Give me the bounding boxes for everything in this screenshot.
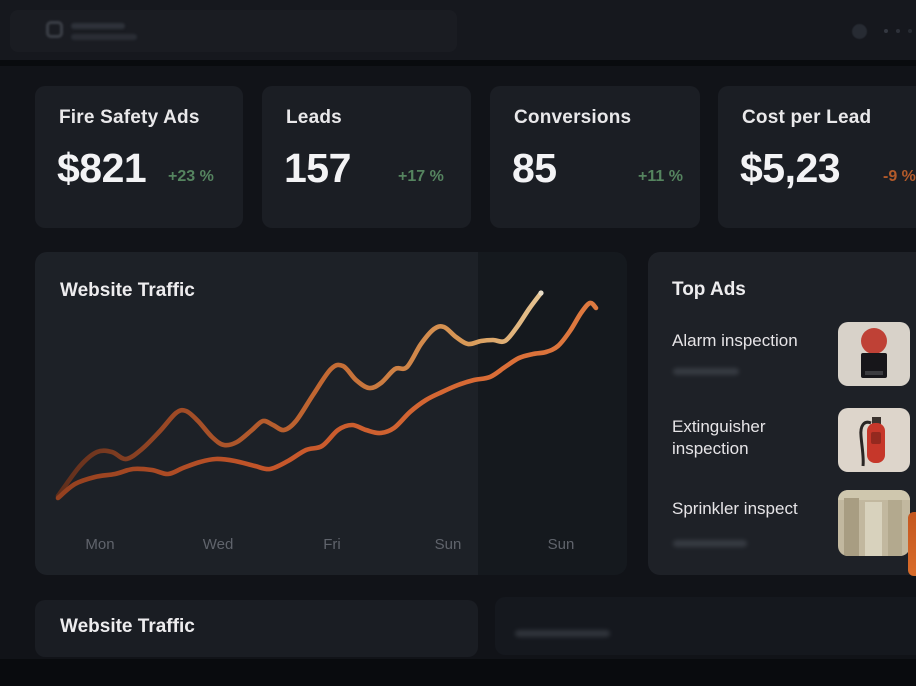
ad-subtext-redacted [673, 540, 747, 547]
x-axis-label: Wed [202, 536, 234, 553]
logo-subtext-redacted [71, 34, 137, 40]
line-tip-dot [538, 290, 544, 296]
stat-value: 85 [512, 145, 557, 191]
x-axis-label: Sun [547, 536, 575, 553]
ellipsis-menu-icon[interactable] [908, 29, 912, 33]
ellipsis-menu-icon[interactable] [896, 29, 900, 33]
stat-card-fire-safety-ads[interactable]: Fire Safety Ads $821 +23 % [35, 86, 243, 228]
stat-title: Conversions [514, 107, 632, 128]
user-avatar[interactable] [852, 24, 867, 39]
ad-item-sprinkler-inspect[interactable]: Sprinkler inspect [648, 486, 916, 570]
traffic-line-lower [55, 300, 599, 501]
stat-value: $5,23 [740, 145, 841, 191]
fire-extinguisher-thumbnail [838, 408, 910, 472]
x-axis-label: Mon [85, 536, 115, 553]
stat-card-conversions[interactable]: Conversions 85 +11 % [490, 86, 700, 228]
stat-title: Cost per Lead [742, 107, 872, 128]
top-ads-title: Top Ads [672, 279, 746, 300]
stat-card-leads[interactable]: Leads 157 +17 % [262, 86, 471, 228]
stat-title: Leads [286, 107, 342, 128]
ellipsis-menu-icon[interactable] [884, 29, 888, 33]
ad-name: Sprinkler inspect [672, 499, 798, 518]
ad-name: Alarm inspection [672, 331, 798, 350]
navbar-highlight [10, 10, 457, 52]
website-traffic-card-bottom[interactable]: Website Traffic [35, 600, 478, 657]
stat-value: 157 [284, 145, 351, 191]
x-axis-label: Fri [323, 536, 341, 553]
navbar-divider [0, 60, 916, 66]
stat-change-badge: +11 % [638, 168, 683, 185]
stat-title: Fire Safety Ads [59, 107, 200, 128]
ad-item-extinguisher-inspection[interactable]: Extinguisher inspection [648, 404, 916, 484]
bottom-edge [0, 659, 916, 686]
logo-text-redacted [71, 23, 125, 29]
chart-title: Website Traffic [60, 280, 195, 301]
bottom-right-panel[interactable] [495, 597, 916, 655]
website-traffic-card[interactable]: Website Traffic Mon Wed Fri Sun Sun [35, 252, 627, 575]
stat-card-cost-per-lead[interactable]: Cost per Lead $5,23 -9 % [718, 86, 916, 228]
card-overlap-shade [478, 252, 627, 575]
fire-alarm-thumbnail [838, 322, 910, 386]
cutoff-thumbnail-edge [908, 512, 916, 576]
sprinkler-thumbnail [838, 490, 910, 556]
stat-change-badge: +17 % [398, 168, 444, 185]
top-navbar [0, 0, 916, 60]
x-axis-labels: Mon Wed Fri Sun Sun [35, 536, 627, 556]
ad-item-alarm-inspection[interactable]: Alarm inspection [648, 318, 916, 398]
top-ads-card: Top Ads Alarm inspection Extinguisher in… [648, 252, 916, 575]
chart-title: Website Traffic [60, 616, 195, 637]
x-axis-label: Sun [434, 536, 462, 553]
panel-text-redacted [515, 630, 610, 637]
ad-name: Extinguisher inspection [672, 417, 766, 458]
stat-value: $821 [57, 145, 147, 191]
stat-change-badge: +23 % [168, 168, 214, 185]
app-logo-icon[interactable] [46, 21, 63, 38]
stat-change-badge: -9 % [883, 168, 916, 185]
traffic-chart-svg[interactable] [35, 252, 627, 575]
traffic-line-upper [55, 290, 544, 499]
ad-subtext-redacted [673, 368, 739, 375]
